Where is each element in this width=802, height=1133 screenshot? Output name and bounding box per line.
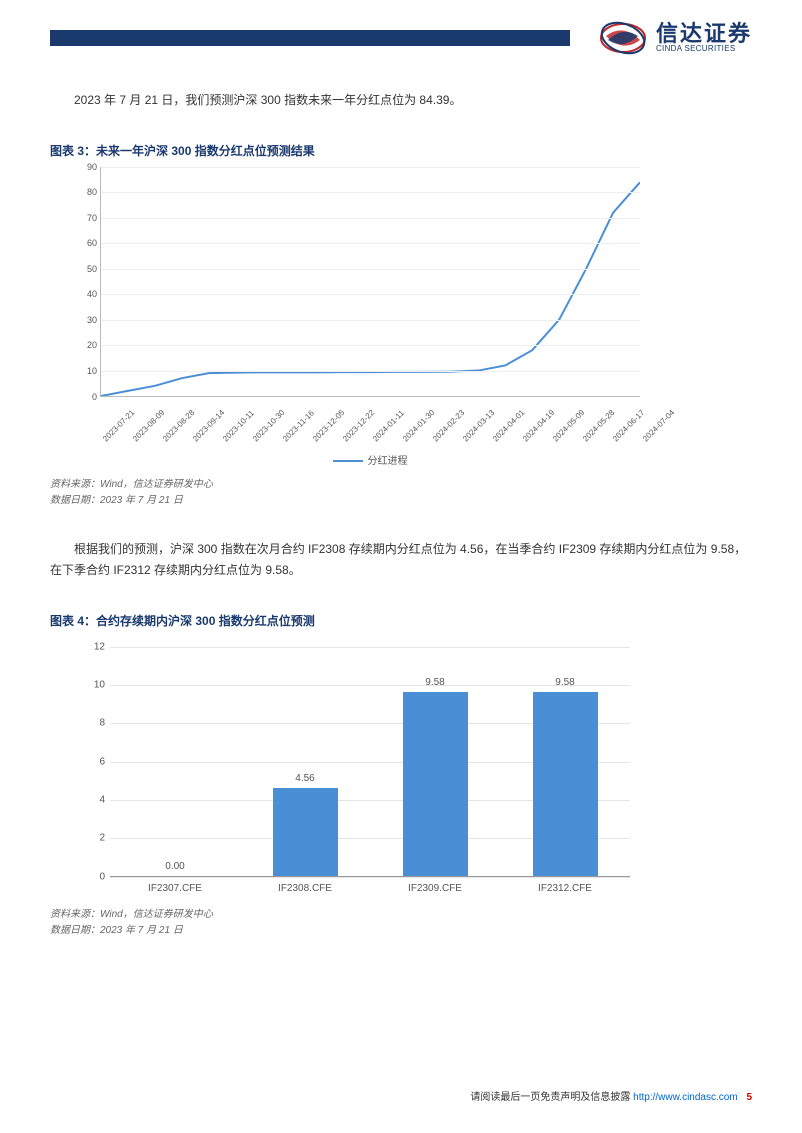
logo-text-cn: 信达证券 xyxy=(656,23,752,45)
figure4-chart: 024681012IF2307.CFE0.00IF2308.CFE4.56IF2… xyxy=(80,637,640,907)
figure3-legend: 分红进程 xyxy=(100,452,640,467)
figure4-source: 资料来源：Wind，信达证券研发中心 数据日期：2023 年 7 月 21 日 xyxy=(50,907,752,939)
legend-label: 分红进程 xyxy=(368,456,408,467)
paragraph-2: 根据我们的预测，沪深 300 指数在次月合约 IF2308 存续期内分红点位为 … xyxy=(50,539,752,582)
figure3-title: 图表 3：未来一年沪深 300 指数分红点位预测结果 xyxy=(50,142,752,159)
figure3-source: 资料来源：Wind，信达证券研发中心 数据日期：2023 年 7 月 21 日 xyxy=(50,477,752,509)
figure4-title: 图表 4：合约存续期内沪深 300 指数分红点位预测 xyxy=(50,612,752,629)
page-number: 5 xyxy=(746,1092,752,1103)
page-footer: 请阅读最后一页免责声明及信息披露 http://www.cindasc.com … xyxy=(470,1088,752,1103)
logo-text-en: CINDA SECURITIES xyxy=(656,45,752,53)
header-bar xyxy=(50,30,570,46)
footer-link[interactable]: http://www.cindasc.com xyxy=(633,1092,737,1103)
bar xyxy=(273,788,338,875)
bar xyxy=(533,692,598,876)
logo-swirl-icon xyxy=(598,18,648,58)
company-logo: 信达证券 CINDA SECURITIES xyxy=(598,18,752,58)
paragraph-1: 2023 年 7 月 21 日，我们预测沪深 300 指数未来一年分红点位为 8… xyxy=(50,90,752,112)
footer-disclaimer: 请阅读最后一页免责声明及信息披露 xyxy=(470,1092,630,1103)
bar xyxy=(403,692,468,876)
figure3-chart: 01020304050607080902023-07-212023-08-092… xyxy=(100,167,640,467)
